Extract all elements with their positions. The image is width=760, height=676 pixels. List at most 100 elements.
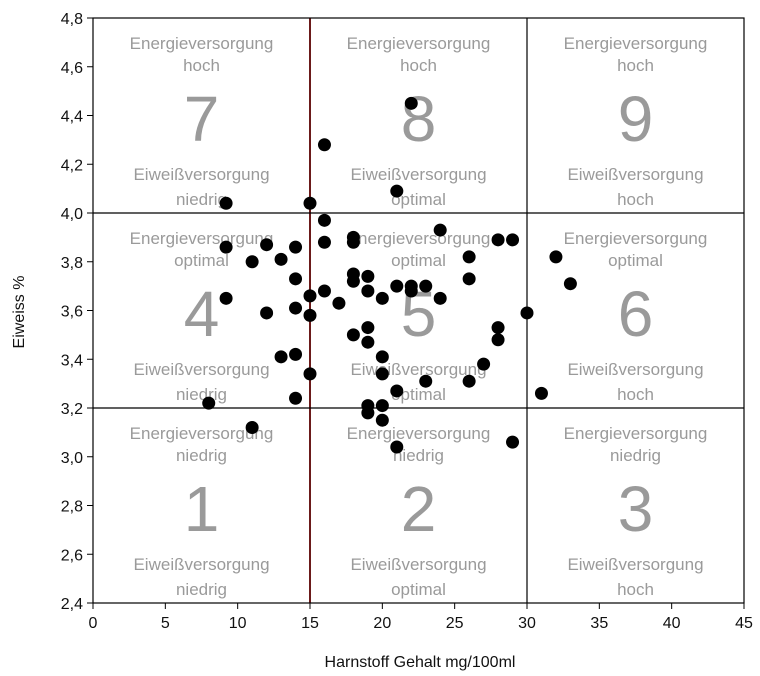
y-tick-label: 4,8: [61, 11, 83, 28]
zone-number: 9: [618, 83, 654, 155]
x-tick-label: 30: [518, 615, 536, 632]
y-tick-label: 4,4: [61, 109, 83, 126]
zone-number: 8: [401, 83, 437, 155]
data-point: [289, 301, 303, 315]
data-point: [303, 196, 317, 210]
points-layer: [202, 96, 577, 454]
x-tick-label: 5: [161, 615, 170, 632]
zone-2: Energieversorgung niedrig 2 Eiweißversorgun…: [347, 424, 491, 599]
zone-eiweiss-label: Eiweißversorgung: [567, 555, 703, 574]
y-tick-label: 2,4: [61, 596, 83, 613]
zone-energie-level: hoch: [617, 56, 654, 75]
data-point: [506, 233, 520, 247]
zone-eiweiss-label: Eiweißversorgung: [133, 360, 269, 379]
zone-number: 2: [401, 473, 437, 545]
data-point: [346, 328, 360, 342]
data-point: [289, 272, 303, 286]
data-point: [361, 284, 375, 298]
zone-eiweiss-label: Eiweißversorgung: [567, 360, 703, 379]
data-point: [289, 240, 303, 254]
zone-energie-label: Energieversorgung: [347, 424, 491, 443]
data-point: [404, 96, 418, 110]
y-tick-label: 2,6: [61, 547, 83, 564]
zone-eiweiss-level: hoch: [617, 190, 654, 209]
zone-1: Energieversorgung niedrig 1 Eiweißversorgun…: [130, 424, 274, 599]
data-point: [303, 289, 317, 303]
data-point: [332, 296, 346, 310]
zone-energie-level: optimal: [174, 251, 229, 270]
zone-9: Energieversorgung hoch 9 Eiweißversorgung ho…: [564, 34, 708, 209]
zone-eiweiss-level: niedrig: [176, 580, 227, 599]
zone-energie-label: Energieversorgung: [564, 229, 708, 248]
data-point: [549, 250, 563, 264]
y-tick-label: 4,2: [61, 157, 83, 174]
zone-number: 4: [184, 278, 220, 350]
zone-energie-label: Energieversorgung: [130, 34, 274, 53]
data-point: [433, 223, 447, 237]
y-tick-label: 4,6: [61, 60, 83, 77]
zone-energie-level: optimal: [608, 251, 663, 270]
zone-energie-label: Energieversorgung: [347, 34, 491, 53]
data-point: [361, 269, 375, 283]
y-tick-label: 3,4: [61, 352, 83, 369]
x-tick-label: 20: [373, 615, 391, 632]
y-tick-label: 3,2: [61, 401, 83, 418]
data-point: [317, 213, 331, 227]
data-point: [219, 240, 233, 254]
x-tick-label: 45: [735, 615, 753, 632]
x-tick-label: 25: [446, 615, 464, 632]
data-point: [317, 138, 331, 152]
zone-eiweiss-level: niedrig: [176, 385, 227, 404]
x-tick-label: 15: [301, 615, 319, 632]
data-point: [506, 435, 520, 449]
zone-number: 3: [618, 473, 654, 545]
data-point: [260, 238, 274, 252]
zone-energie-label: Energieversorgung: [564, 34, 708, 53]
x-tick-label: 35: [590, 615, 608, 632]
x-tick-label: 40: [663, 615, 681, 632]
data-point: [462, 374, 476, 388]
data-point: [534, 386, 548, 400]
data-point: [202, 396, 216, 410]
zone-number: 1: [184, 473, 220, 545]
y-tick-label: 4,0: [61, 206, 83, 223]
zone-eiweiss-label: Eiweißversorgung: [133, 555, 269, 574]
data-point: [361, 321, 375, 335]
zone-eiweiss-level: hoch: [617, 580, 654, 599]
zone-6: Energieversorgung optimal 6 Eiweißversorgun…: [564, 229, 708, 404]
data-point: [375, 291, 389, 305]
data-point: [361, 406, 375, 420]
y-tick-label: 2,8: [61, 499, 83, 516]
x-axis-title: Harnstoff Gehalt mg/100ml: [325, 654, 516, 671]
data-point: [419, 279, 433, 293]
zone-eiweiss-level: hoch: [617, 385, 654, 404]
data-point: [375, 413, 389, 427]
data-point: [390, 279, 404, 293]
data-point: [361, 335, 375, 349]
data-point: [390, 184, 404, 198]
y-axis-ticks: 2,4 2,6 2,8 3,0 3,2 3,4 3,6 3,8 4,0 4,2 4,4 4,6 4,8: [61, 11, 93, 613]
zone-7: Energieversorgung hoch 7 Eiweißversorgung ni…: [130, 34, 274, 209]
zone-energie-level: optimal: [391, 251, 446, 270]
data-point: [491, 321, 505, 335]
zone-energie-label: Energieversorgung: [130, 424, 274, 443]
data-point: [563, 277, 577, 291]
zone-eiweiss-label: Eiweißversorgung: [133, 165, 269, 184]
zone-eiweiss-label: Eiweißversorgung: [567, 165, 703, 184]
zone-energie-level: niedrig: [176, 446, 227, 465]
data-point: [245, 255, 259, 269]
zone-eiweiss-level: optimal: [391, 190, 446, 209]
data-point: [219, 291, 233, 305]
data-point: [404, 284, 418, 298]
data-point: [260, 306, 274, 320]
data-point: [491, 233, 505, 247]
y-axis-title: Eiweiss %: [11, 276, 28, 349]
zone-number: 7: [184, 83, 220, 155]
data-point: [462, 250, 476, 264]
data-point: [390, 440, 404, 454]
zone-energie-level: hoch: [400, 56, 437, 75]
zone-eiweiss-label: Eiweißversorgung: [350, 555, 486, 574]
data-point: [317, 284, 331, 298]
